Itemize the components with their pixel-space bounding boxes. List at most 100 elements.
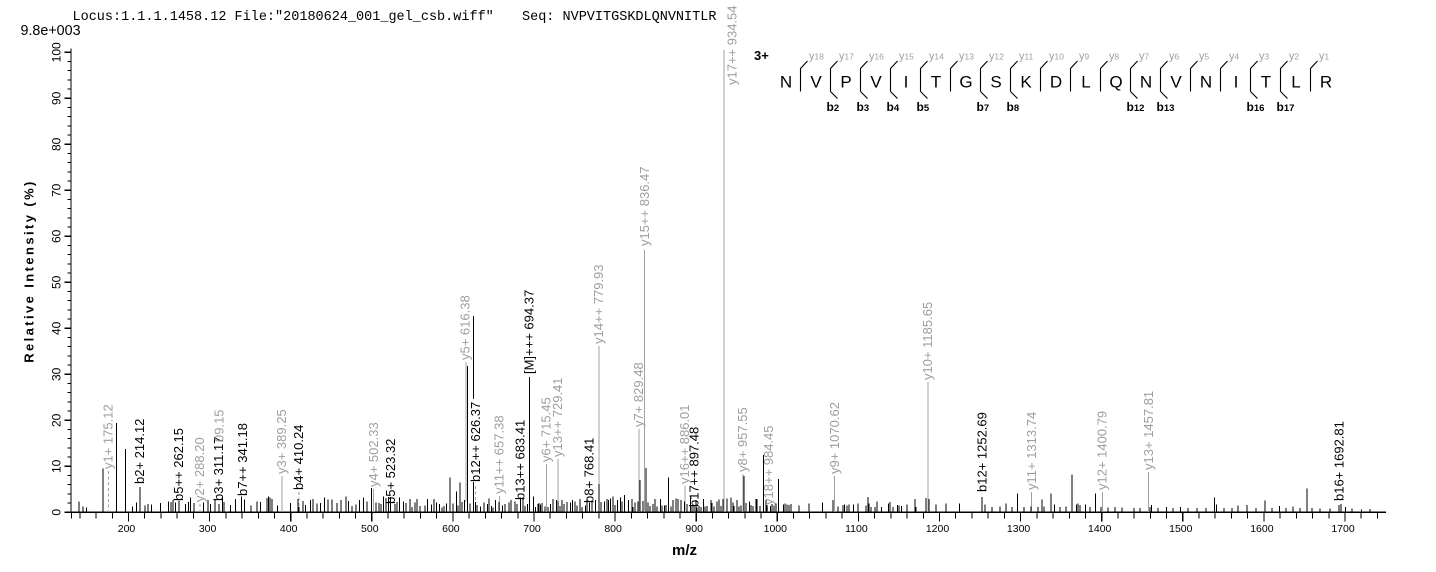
svg-text:20: 20 <box>50 413 64 427</box>
svg-text:y12: y12 <box>989 51 1004 63</box>
svg-text:500: 500 <box>361 523 379 535</box>
svg-text:1600: 1600 <box>1250 523 1274 535</box>
svg-text:b7++ 341.18: b7++ 341.18 <box>235 423 250 496</box>
svg-text:1300: 1300 <box>1007 523 1031 535</box>
svg-text:1200: 1200 <box>926 523 950 535</box>
svg-text:b4: b4 <box>887 100 900 114</box>
svg-text:10: 10 <box>50 459 64 473</box>
svg-text:1000: 1000 <box>764 523 788 535</box>
svg-text:y5+ 616.38: y5+ 616.38 <box>457 295 472 360</box>
svg-text:y4: y4 <box>1229 51 1239 63</box>
svg-text:y12+ 1400.79: y12+ 1400.79 <box>1095 411 1110 490</box>
svg-text:Q: Q <box>1109 73 1122 92</box>
svg-text:y1+ 175.12: y1+ 175.12 <box>101 404 116 469</box>
svg-text:60: 60 <box>50 229 64 243</box>
svg-text:y9+ 1070.62: y9+ 1070.62 <box>827 402 842 474</box>
svg-text:y9: y9 <box>1079 51 1089 63</box>
svg-text:400: 400 <box>280 523 298 535</box>
svg-text:b5: b5 <box>917 100 930 114</box>
svg-text:300: 300 <box>199 523 217 535</box>
svg-text:30: 30 <box>50 367 64 381</box>
svg-text:N: N <box>780 73 792 92</box>
svg-text:y8+ 957.55: y8+ 957.55 <box>735 407 750 472</box>
svg-text:Locus:1.1.1.1458.12 File:"2018: Locus:1.1.1.1458.12 File:"20180624_001_g… <box>73 10 494 25</box>
svg-text:y17++ 934.54: y17++ 934.54 <box>724 5 739 85</box>
svg-text:40: 40 <box>50 321 64 335</box>
svg-text:b12: b12 <box>1127 100 1145 114</box>
svg-text:y6: y6 <box>1169 51 1179 63</box>
svg-text:Seq: NVPVITGSKDLQNVNITLR: Seq: NVPVITGSKDLQNVNITLR <box>522 10 716 25</box>
svg-text:y10+ 1185.65: y10+ 1185.65 <box>920 302 935 380</box>
svg-text:[M]+++ 694.37: [M]+++ 694.37 <box>522 290 537 374</box>
svg-text:y11: y11 <box>1019 51 1034 63</box>
svg-text:b2: b2 <box>827 100 840 114</box>
svg-text:P: P <box>840 73 851 92</box>
svg-text:R: R <box>1320 73 1332 92</box>
svg-text:y3+ 389.25: y3+ 389.25 <box>274 409 289 474</box>
svg-text:90: 90 <box>50 91 64 105</box>
svg-text:y18: y18 <box>809 51 824 63</box>
svg-text:80: 80 <box>50 137 64 151</box>
svg-text:y2: y2 <box>1289 51 1299 63</box>
svg-text:I: I <box>1234 73 1239 92</box>
svg-text:y7+ 829.48: y7+ 829.48 <box>631 362 646 427</box>
svg-text:y10: y10 <box>1049 51 1064 63</box>
svg-text:y3: y3 <box>1259 51 1269 63</box>
svg-text:y18++ 984.45: y18++ 984.45 <box>761 425 776 505</box>
svg-text:y11++ 657.38: y11++ 657.38 <box>492 415 507 494</box>
svg-text:y1: y1 <box>1319 51 1329 63</box>
svg-text:y8: y8 <box>1109 51 1119 63</box>
svg-text:y14++ 779.93: y14++ 779.93 <box>591 264 606 344</box>
svg-text:b4+ 410.24: b4+ 410.24 <box>291 425 306 490</box>
svg-text:1100: 1100 <box>845 523 868 535</box>
svg-text:T: T <box>1261 73 1271 92</box>
svg-text:1700: 1700 <box>1331 523 1355 535</box>
svg-text:b8: b8 <box>1007 100 1020 114</box>
svg-text:b3: b3 <box>857 100 870 114</box>
svg-text:b5++ 262.15: b5++ 262.15 <box>171 428 186 501</box>
svg-text:b3+ 311.17: b3+ 311.17 <box>211 437 226 501</box>
svg-text:S: S <box>990 73 1001 92</box>
svg-text:b5+ 523.32: b5+ 523.32 <box>383 439 398 504</box>
svg-text:b7: b7 <box>977 100 990 114</box>
svg-text:K: K <box>1020 73 1032 92</box>
svg-text:L: L <box>1291 73 1300 92</box>
svg-text:T: T <box>931 73 941 92</box>
svg-text:y6+ 715.45: y6+ 715.45 <box>539 397 554 462</box>
svg-text:y17: y17 <box>839 51 854 63</box>
svg-text:b8+ 768.41: b8+ 768.41 <box>582 438 597 503</box>
svg-text:1500: 1500 <box>1169 523 1193 535</box>
svg-text:3+: 3+ <box>754 48 769 63</box>
svg-text:y13++ 729.41: y13++ 729.41 <box>550 377 565 457</box>
svg-text:y5: y5 <box>1199 51 1209 63</box>
svg-text:600: 600 <box>442 523 460 535</box>
svg-text:G: G <box>959 73 972 92</box>
svg-text:50: 50 <box>50 275 64 289</box>
svg-text:b12++ 626.37: b12++ 626.37 <box>468 402 483 482</box>
svg-text:b13: b13 <box>1157 100 1175 114</box>
svg-text:N: N <box>1200 73 1212 92</box>
svg-text:V: V <box>1170 73 1182 92</box>
svg-text:m/z: m/z <box>672 542 697 559</box>
svg-text:Relative Intensity (%): Relative Intensity (%) <box>22 179 37 363</box>
svg-text:y16: y16 <box>869 51 884 63</box>
svg-text:b13++ 683.41: b13++ 683.41 <box>513 420 528 500</box>
svg-text:200: 200 <box>118 523 136 535</box>
svg-text:y16++ 886.01: y16++ 886.01 <box>677 404 692 484</box>
svg-text:800: 800 <box>604 523 622 535</box>
svg-text:y14: y14 <box>929 51 944 63</box>
svg-text:b16+ 1692.81: b16+ 1692.81 <box>1331 421 1346 501</box>
svg-text:D: D <box>1050 73 1062 92</box>
svg-text:700: 700 <box>523 523 541 535</box>
svg-text:L: L <box>1081 73 1090 92</box>
svg-text:y2+ 288.20: y2+ 288.20 <box>192 437 207 502</box>
svg-text:y11+ 1313.74: y11+ 1313.74 <box>1024 412 1039 490</box>
svg-text:900: 900 <box>685 523 703 535</box>
svg-text:V: V <box>810 73 822 92</box>
svg-text:b2+ 214.12: b2+ 214.12 <box>132 419 147 484</box>
svg-text:y4+ 502.33: y4+ 502.33 <box>366 422 381 487</box>
svg-text:100: 100 <box>50 42 64 62</box>
svg-text:N: N <box>1140 73 1152 92</box>
svg-text:b17: b17 <box>1277 100 1295 114</box>
svg-text:y13: y13 <box>959 51 974 63</box>
